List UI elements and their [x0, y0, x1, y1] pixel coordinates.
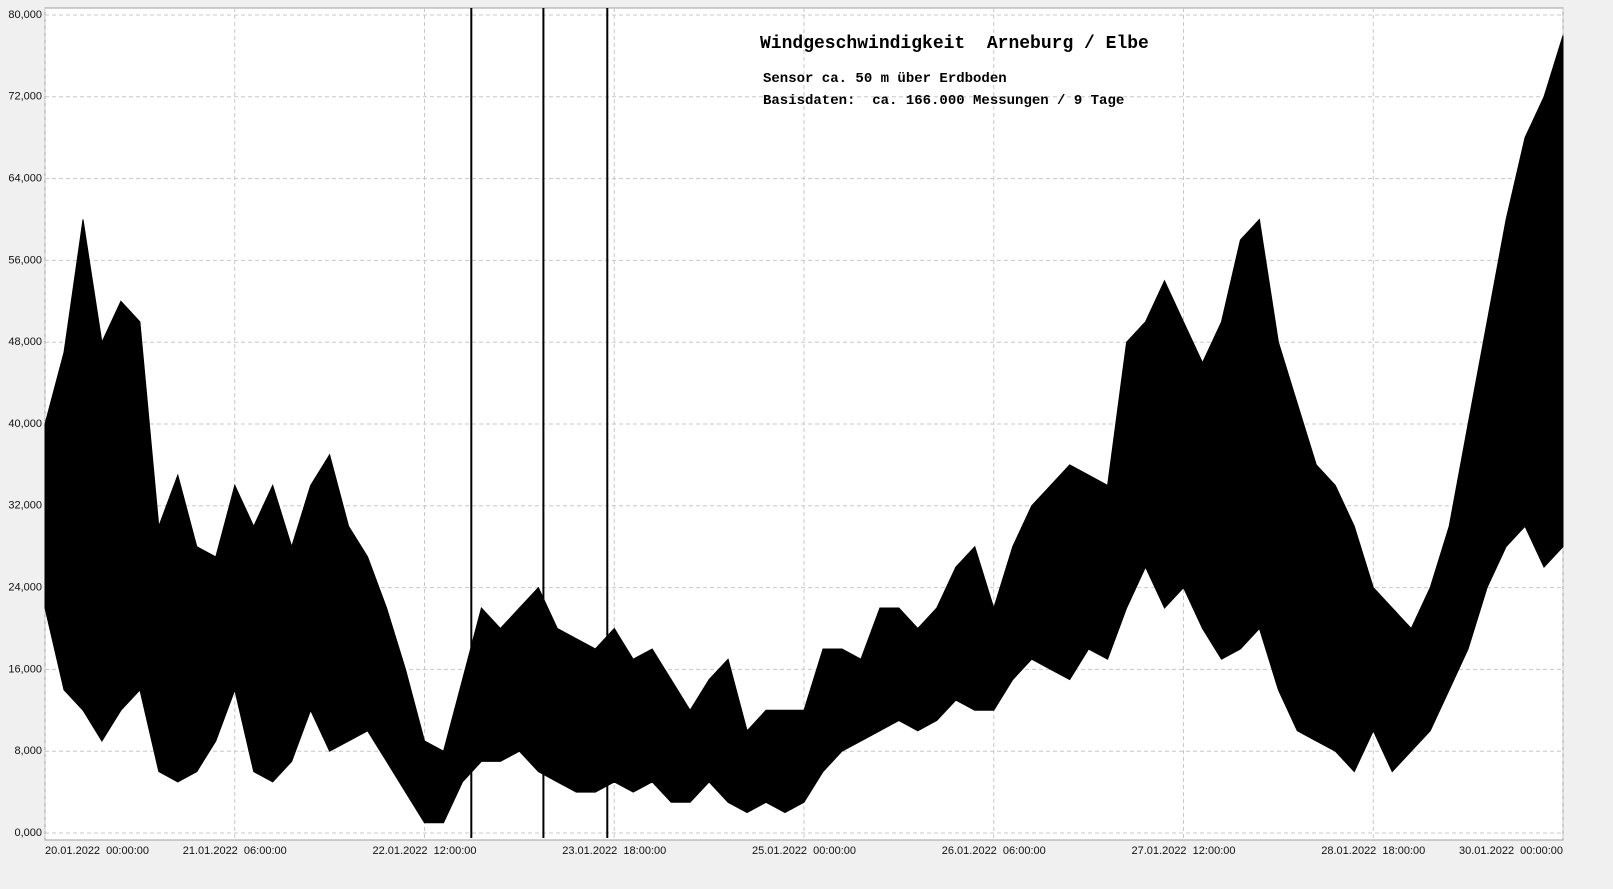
y-tick-label: 72,000	[8, 91, 42, 103]
x-tick-label: 26.01.2022 06:00:00	[942, 845, 1046, 857]
y-tick-label: 40,000	[8, 418, 42, 430]
wind-band	[44, 35, 1564, 824]
y-tick-label: 48,000	[8, 336, 42, 348]
x-tick-label: 22.01.2022 12:00:00	[373, 845, 477, 857]
x-tick-label: 25.01.2022 00:00:00	[752, 845, 856, 857]
y-tick-label: 24,000	[8, 582, 42, 594]
y-tick-label: 64,000	[8, 173, 42, 185]
x-tick-label: 27.01.2022 12:00:00	[1132, 845, 1236, 857]
y-tick-label: 0,000	[14, 827, 42, 839]
x-tick-label: 21.01.2022 06:00:00	[183, 845, 287, 857]
x-tick-label: 20.01.2022 00:00:00	[45, 845, 149, 857]
y-tick-label: 56,000	[8, 254, 42, 266]
y-tick-label: 32,000	[8, 500, 42, 512]
y-tick-label: 80,000	[8, 9, 42, 21]
y-tick-label: 16,000	[8, 663, 42, 675]
annotation: Basisdaten: ca. 166.000 Messungen / 9 Ta…	[763, 93, 1124, 109]
x-tick-label: 23.01.2022 18:00:00	[562, 845, 666, 857]
marks	[44, 8, 1564, 838]
y-tick-label: 8,000	[14, 745, 42, 757]
chart-title: Windgeschwindigkeit Arneburg / Elbe	[760, 34, 1149, 54]
grid	[44, 8, 1564, 840]
x-tick-label: 28.01.2022 18:00:00	[1321, 845, 1425, 857]
chart-subtitle: Sensor ca. 50 m über Erdboden	[763, 71, 1007, 87]
x-tick-label: 30.01.2022 00:00:00	[1459, 845, 1563, 857]
